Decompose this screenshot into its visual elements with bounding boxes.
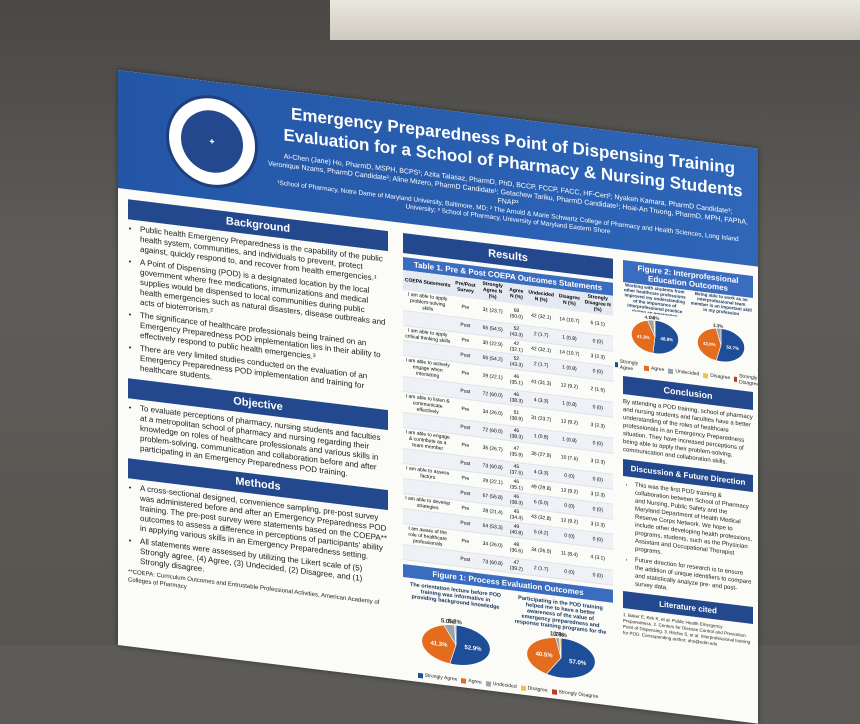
conclusion-text: By attending a POD training, school of p… <box>623 399 753 466</box>
legend-entry: Disagree <box>703 369 730 384</box>
pie-data-label: 48.8% <box>660 336 673 343</box>
table-cell: Post <box>452 550 479 569</box>
legend-entry: Agree <box>461 677 482 686</box>
legend-label: Undecided <box>492 681 517 690</box>
table-cell: 47 (39.2) <box>506 557 526 575</box>
pie-chart: 52.7% 43.0% 3.3% <box>697 323 746 363</box>
table-cell: 73 (60.8) <box>478 553 507 573</box>
pie-slice <box>630 319 656 354</box>
pie-data-label: 5.0% <box>440 618 454 626</box>
legend-swatch <box>485 680 491 687</box>
legend-entry: Strongly Agree <box>614 358 640 373</box>
figure2-pies: Working with students from other healthc… <box>623 282 753 373</box>
pie-data-label: 4.1% <box>644 314 654 320</box>
seal-emblem: ✚ <box>181 106 243 177</box>
pie-data-label: 0.8% <box>448 619 462 627</box>
pie-slice <box>652 320 679 354</box>
table-cell: 2 (1.7) <box>525 559 557 579</box>
fig1-pie-b: Participating in the POD training helped… <box>513 594 608 693</box>
legend-swatch <box>734 376 738 382</box>
background-body: Public health Emergency Preparedness is … <box>128 223 388 404</box>
table-cell: 0 (0) <box>582 566 613 586</box>
discussion-item: This was the first POD training & collab… <box>635 481 753 567</box>
pie-slice <box>653 319 656 337</box>
pie-data-label: 0.8% <box>553 632 567 640</box>
legend-label: Agree <box>651 365 665 374</box>
legend-label: Disagree <box>527 685 548 694</box>
table-cell: 68 (50.0) <box>506 302 526 326</box>
pie-slice <box>558 637 561 658</box>
pie-slice <box>697 327 722 362</box>
legend-entry: Agree <box>644 362 664 376</box>
discussion-body: This was the first POD training & collab… <box>623 480 753 603</box>
legend-swatch <box>551 688 557 695</box>
pie-chart: 48.8% 41.3% 4.1%0.8% <box>630 314 679 354</box>
left-column: Background Public health Emergency Prepa… <box>128 199 388 616</box>
coepa-outcomes-table: COEPA Statements Pre/Post Survey Strongly … <box>403 269 613 586</box>
legend-swatch <box>520 684 526 691</box>
ceiling-background <box>330 0 860 40</box>
university-seal-logo: ✚ <box>166 89 258 194</box>
pie-data-label: 3.3% <box>713 323 723 329</box>
legend-swatch <box>614 361 618 367</box>
pie-data-label: 41.3% <box>637 334 650 341</box>
legend-swatch <box>461 677 467 684</box>
fig2-pie-b: Being able to work as an interprofession… <box>690 290 754 373</box>
fig2-pie-a: Working with students from other healthc… <box>623 282 687 365</box>
legend-entry: Strongly Disagree <box>734 373 758 388</box>
table-cell: 0 (0) <box>556 563 583 582</box>
legend-label: Undecided <box>675 368 700 378</box>
table-header-cell: Agree N (%) <box>506 282 526 306</box>
research-poster: ✚ Emergency Preparedness Point of Dispen… <box>118 70 758 724</box>
pie-data-label: 0.8% <box>649 315 659 321</box>
legend-entry: Undecided <box>668 365 699 381</box>
right-column: Figure 2: Interprofessional Education Ou… <box>614 260 758 652</box>
table-cell: 51 (38.9) <box>506 404 526 428</box>
legend-swatch <box>668 368 674 374</box>
pie-data-label: 52.7% <box>727 345 740 352</box>
results-column: Results Table 1. Pre & Post COEPA Outcom… <box>403 232 613 702</box>
pie-slice <box>453 624 456 645</box>
legend-swatch <box>703 372 709 378</box>
legend-label: Disagree <box>710 372 731 382</box>
legend-entry: Disagree <box>520 684 548 694</box>
pie-chart: 57.0%40.5%1.7%0.8% <box>526 631 595 679</box>
table-cell: 48 (36.6) <box>506 536 526 560</box>
fig1-pie-a: The orientation lecture before POD train… <box>408 582 503 681</box>
legend-label: Agree <box>468 678 482 686</box>
legend-swatch <box>417 672 423 678</box>
table-cell: 47 (35.9) <box>506 440 526 464</box>
pie-slice <box>716 328 746 363</box>
legend-label: Strongly Disagree <box>739 373 758 388</box>
legend-swatch <box>644 365 650 371</box>
pie-data-label: 1.7% <box>549 631 563 639</box>
legend-entry: Undecided <box>485 680 517 690</box>
pie-data-label: 43.0% <box>703 341 716 348</box>
pie-slice <box>715 327 722 346</box>
table-cell: 46 (35.1) <box>506 368 526 392</box>
legend-label: Strongly Agree <box>619 358 639 373</box>
